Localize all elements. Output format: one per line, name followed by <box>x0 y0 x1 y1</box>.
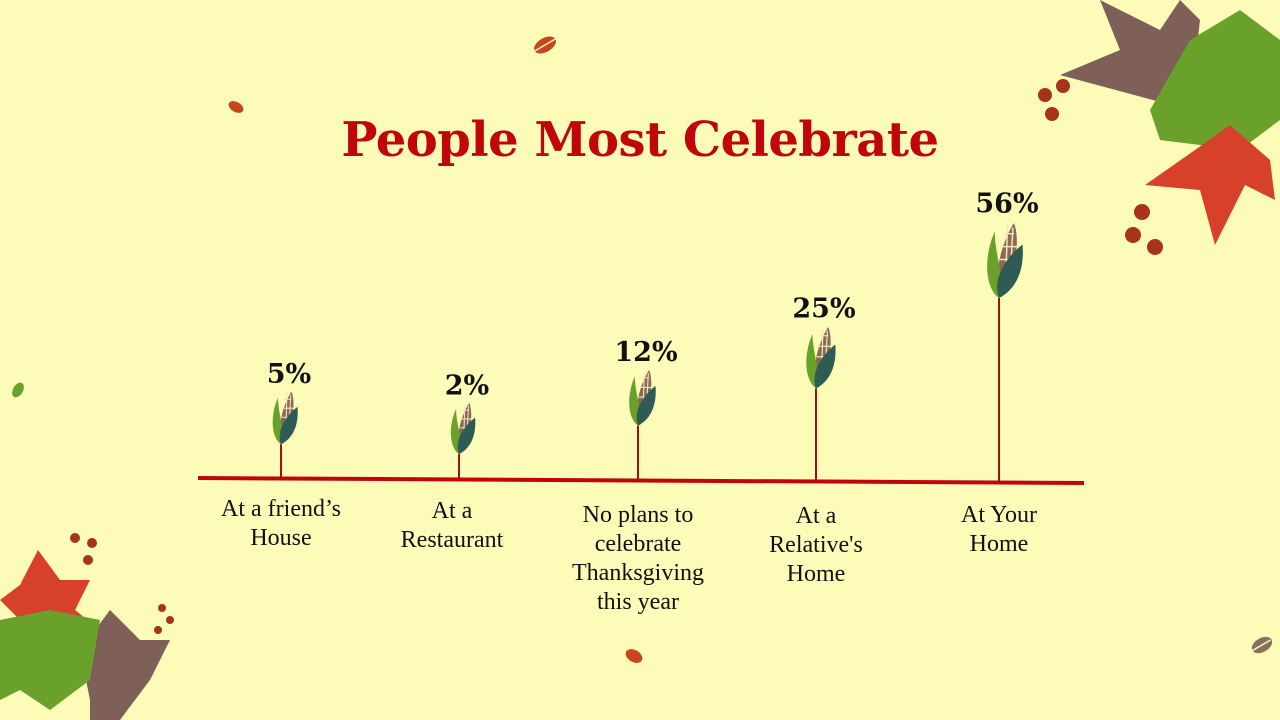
maple-leaf-icon <box>80 610 170 720</box>
autumn-leaf-icon <box>625 649 643 663</box>
maple-leaf-icon <box>1150 10 1280 150</box>
value-label: 2% <box>445 370 489 401</box>
category-label: At a friend’s House <box>221 496 341 551</box>
autumn-leaf-icon <box>228 101 244 113</box>
value-label: 25% <box>792 294 855 325</box>
berry-icon <box>1125 227 1141 243</box>
maple-leaf-icon <box>0 610 100 710</box>
berry-icon <box>1147 239 1163 255</box>
berry-icon <box>70 533 80 543</box>
category-label: No plans to celebrate Thanksgiving this yea… <box>572 502 704 615</box>
berry-icon <box>158 604 166 612</box>
maple-leaf-icon <box>1060 0 1200 110</box>
berry-icon <box>1045 107 1059 121</box>
corn-icon <box>629 369 656 426</box>
autumn-leaf-icon <box>1246 636 1273 655</box>
value-label: 5% <box>267 359 311 390</box>
berry-icon <box>166 616 174 624</box>
autumn-leaf-icon <box>12 382 24 398</box>
category-label: At a Restaurant <box>400 498 504 553</box>
berry-icon <box>1056 79 1070 93</box>
value-label: 12% <box>614 337 677 368</box>
leaf-cluster-top-right <box>1038 0 1280 255</box>
berry-icon <box>1038 88 1052 102</box>
berry-icon <box>1134 204 1150 220</box>
corn-icon <box>987 223 1023 298</box>
maple-leaf-icon <box>1145 125 1275 245</box>
berry-icon <box>154 626 162 634</box>
berry-icon <box>83 555 93 565</box>
corn-icon <box>806 327 836 389</box>
leaf-cluster-bottom-left <box>0 533 174 720</box>
chart-title: People Most Celebrate <box>341 112 939 168</box>
axis-baseline <box>197 476 1085 485</box>
corn-icon <box>450 402 476 455</box>
category-label: At Your Home <box>960 502 1038 557</box>
corn-icon <box>272 391 298 445</box>
autumn-leaf-icon <box>530 36 556 54</box>
value-label: 56% <box>975 189 1038 220</box>
category-label: At a Relative's Home <box>769 503 863 587</box>
berry-icon <box>87 538 97 548</box>
